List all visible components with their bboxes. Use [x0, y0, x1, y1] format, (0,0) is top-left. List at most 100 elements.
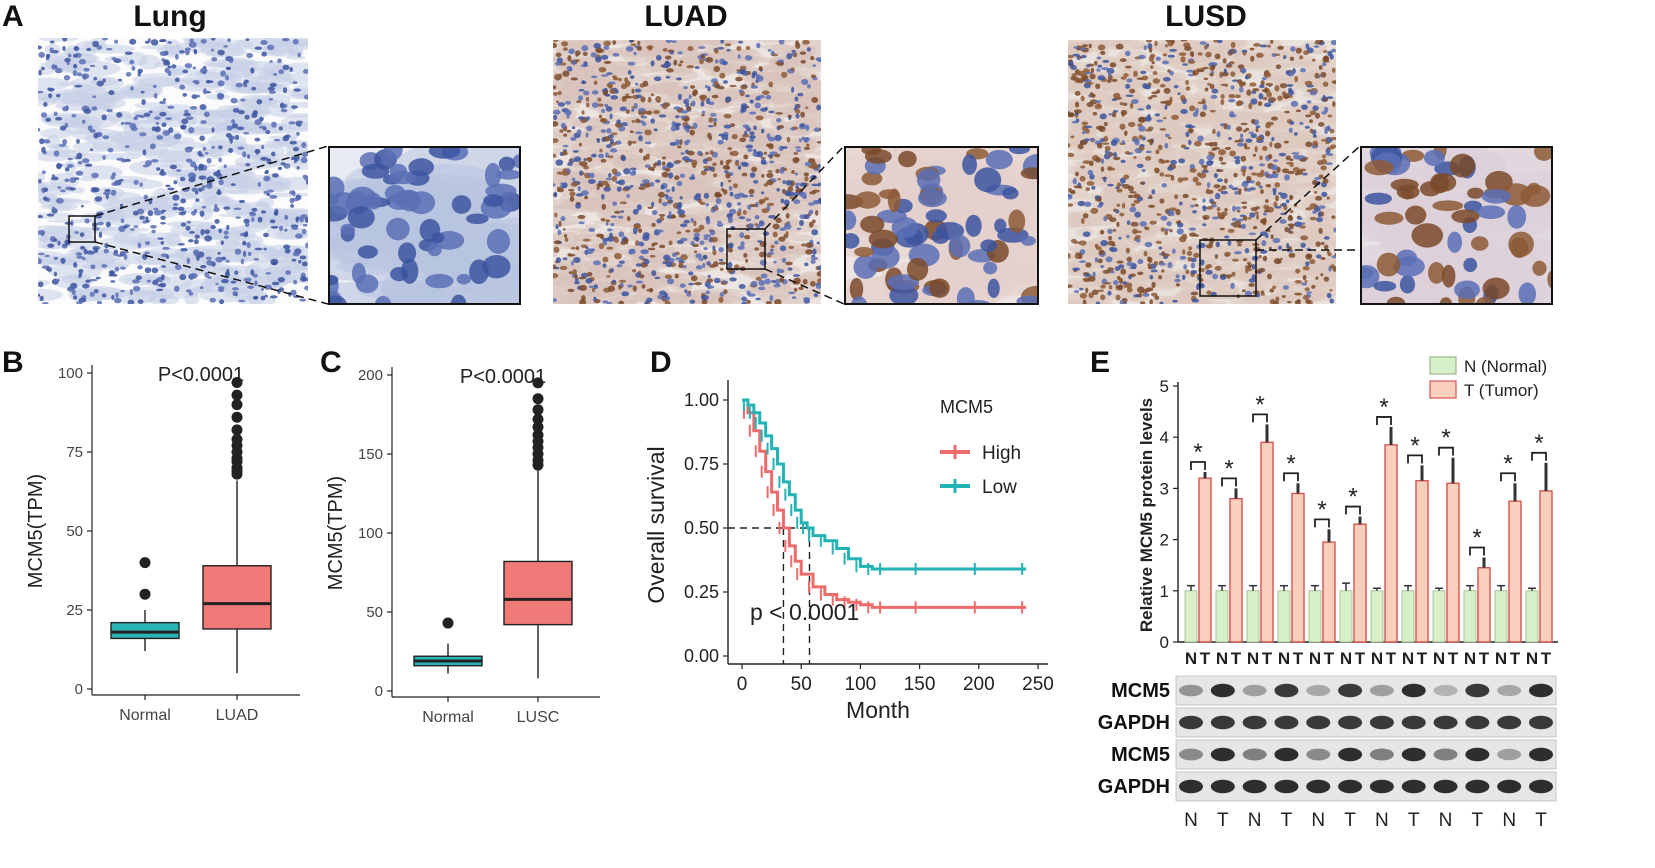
- lane-label-t: T: [1510, 649, 1521, 668]
- blot-lane-t: T: [1217, 810, 1229, 831]
- blot-lane-t: T: [1472, 810, 1484, 831]
- blot-lane-t: T: [1281, 810, 1293, 831]
- blot-label: GAPDH: [1098, 776, 1170, 798]
- box-normal: [110, 621, 180, 640]
- tissue-title-lusd: LUSD: [1165, 0, 1247, 33]
- y-tick-label: 75: [66, 444, 83, 461]
- significance-bracket: [1531, 451, 1547, 461]
- x-tick-label: 250: [1022, 674, 1054, 695]
- blot-band: [1210, 683, 1235, 698]
- blot-band: [1274, 747, 1299, 762]
- blot-label: GAPDH: [1098, 712, 1170, 734]
- legend-label: T (Tumor): [1464, 381, 1539, 400]
- blot-band: [1529, 715, 1553, 730]
- outlier-point: [231, 424, 243, 436]
- outlier-point: [532, 404, 544, 416]
- lane-label-t: T: [1200, 649, 1211, 668]
- blot-band: [1401, 683, 1426, 698]
- km-plot-d: 0.00 0.25 0.50 0.75 1.00 0 50 100 150 200 250 Month…: [643, 380, 1054, 723]
- significance-star: *: [1286, 450, 1295, 477]
- bar-normal: [1463, 590, 1477, 643]
- outlier-point: [532, 421, 544, 433]
- significance-star: *: [1472, 525, 1481, 552]
- lane-label-n: N: [1495, 649, 1507, 668]
- bar-tumor: [1446, 482, 1460, 643]
- significance-bracket: [1345, 505, 1361, 515]
- outlier-point: [532, 393, 544, 405]
- blot-lane-t: T: [1535, 810, 1547, 831]
- blot-band: [1369, 684, 1394, 697]
- lane-label-n: N: [1278, 649, 1290, 668]
- bar-normal: [1432, 590, 1446, 643]
- tissue-title-lung: Lung: [133, 0, 207, 33]
- boxplot-c: 0 50 100 150 200 Normal LUSC P<0.0001 MCM5(TPM): [325, 366, 600, 726]
- roi-box-lung: [68, 215, 96, 243]
- y-tick-label: 0: [1160, 633, 1169, 652]
- survival-curve-low: [742, 398, 1027, 571]
- blot-band: [1401, 715, 1426, 730]
- p-value-label: p < 0.0001: [750, 599, 859, 625]
- bar-normal: [1277, 590, 1291, 643]
- bar-normal: [1215, 590, 1229, 643]
- lane-label-t: T: [1417, 649, 1428, 668]
- bar-tumor: [1415, 480, 1429, 643]
- outlier-point: [532, 429, 544, 441]
- lane-label-t: T: [1541, 649, 1552, 668]
- lane-label-t: T: [1324, 649, 1335, 668]
- significance-bracket: [1221, 477, 1237, 487]
- blot-band: [1210, 715, 1235, 730]
- bar-tumor: [1353, 523, 1367, 643]
- blot-band: [1179, 684, 1203, 697]
- outlier-point: [231, 389, 243, 401]
- significance-star: *: [1503, 450, 1512, 477]
- legend-label-high: High: [982, 443, 1021, 464]
- outlier-point: [139, 557, 151, 569]
- blot-band: [1242, 715, 1267, 730]
- significance-star: *: [1348, 484, 1357, 511]
- y-tick-label: 0.75: [684, 454, 719, 474]
- legend-title: MCM5: [940, 397, 993, 417]
- blot-band: [1179, 748, 1203, 761]
- blot-band: [1338, 747, 1363, 762]
- outlier-point: [231, 433, 243, 445]
- ihc-zoom-lung: [328, 146, 521, 305]
- blot-band: [1274, 715, 1299, 730]
- blot-band: [1497, 715, 1522, 730]
- ihc-zoom-lusd: [1360, 146, 1553, 305]
- y-tick-label: 150: [358, 446, 383, 463]
- significance-bracket: [1500, 472, 1516, 482]
- panel-d-letter: D: [650, 346, 672, 379]
- y-tick-label: 50: [366, 604, 383, 621]
- y-tick-label: 0.25: [684, 582, 719, 602]
- blot-band: [1369, 748, 1394, 761]
- ihc-zoom-luad: [844, 146, 1039, 305]
- panel-c-letter: C: [320, 346, 342, 379]
- blot-band: [1465, 779, 1490, 794]
- blot-band: [1529, 683, 1553, 698]
- legend-label-low: Low: [982, 477, 1017, 498]
- blot-band: [1465, 747, 1490, 762]
- blot-band: [1210, 779, 1235, 794]
- blot-band: [1338, 683, 1363, 698]
- blot-band: [1497, 748, 1522, 761]
- bar-normal: [1401, 590, 1415, 643]
- x-category-label: Normal: [422, 709, 474, 726]
- blot-band: [1465, 683, 1490, 698]
- blot-lane-n: N: [1248, 810, 1262, 831]
- bar-normal: [1308, 590, 1322, 643]
- significance-bracket: [1469, 546, 1485, 556]
- lane-label-n: N: [1433, 649, 1445, 668]
- roi-box-luad: [726, 228, 766, 270]
- bar-tumor: [1384, 444, 1398, 643]
- blot-band: [1529, 779, 1553, 794]
- outlier-point: [532, 413, 544, 425]
- significance-star: *: [1317, 496, 1326, 523]
- blot-band: [1274, 683, 1299, 698]
- blot-band: [1465, 715, 1490, 730]
- bar-normal: [1370, 590, 1384, 643]
- significance-bracket: [1314, 518, 1330, 528]
- x-category-label: LUAD: [216, 707, 259, 724]
- blot-lane-n: N: [1502, 810, 1516, 831]
- ihc-image-luad: [553, 40, 821, 304]
- bar-tumor: [1477, 567, 1491, 643]
